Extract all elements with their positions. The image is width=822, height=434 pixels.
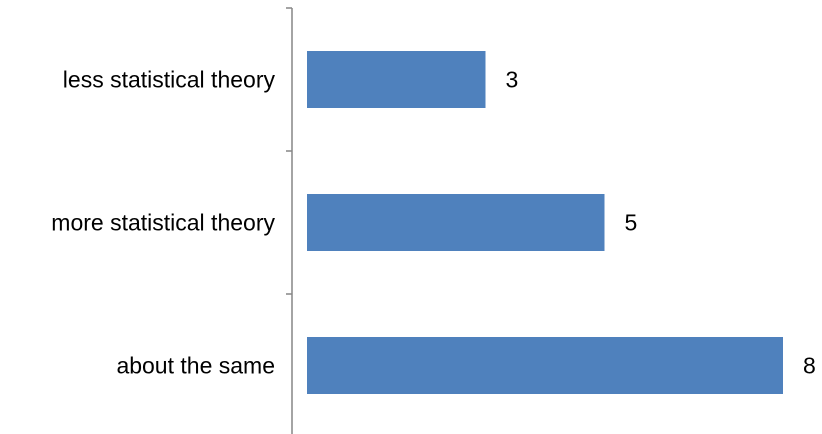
value-labels: 3 5 8 bbox=[506, 67, 816, 379]
bar bbox=[307, 51, 486, 108]
data-label: 5 bbox=[625, 210, 638, 236]
bar bbox=[307, 194, 605, 251]
category-label: less statistical theory bbox=[63, 67, 276, 93]
y-axis-ticks bbox=[286, 7, 292, 295]
bar-series bbox=[307, 51, 783, 394]
category-label: more statistical theory bbox=[51, 210, 275, 236]
data-label: 3 bbox=[506, 67, 519, 93]
data-label: 8 bbox=[803, 353, 816, 379]
bar bbox=[307, 337, 783, 394]
category-labels: less statistical theory more statistical … bbox=[51, 67, 275, 379]
category-label: about the same bbox=[116, 353, 275, 379]
